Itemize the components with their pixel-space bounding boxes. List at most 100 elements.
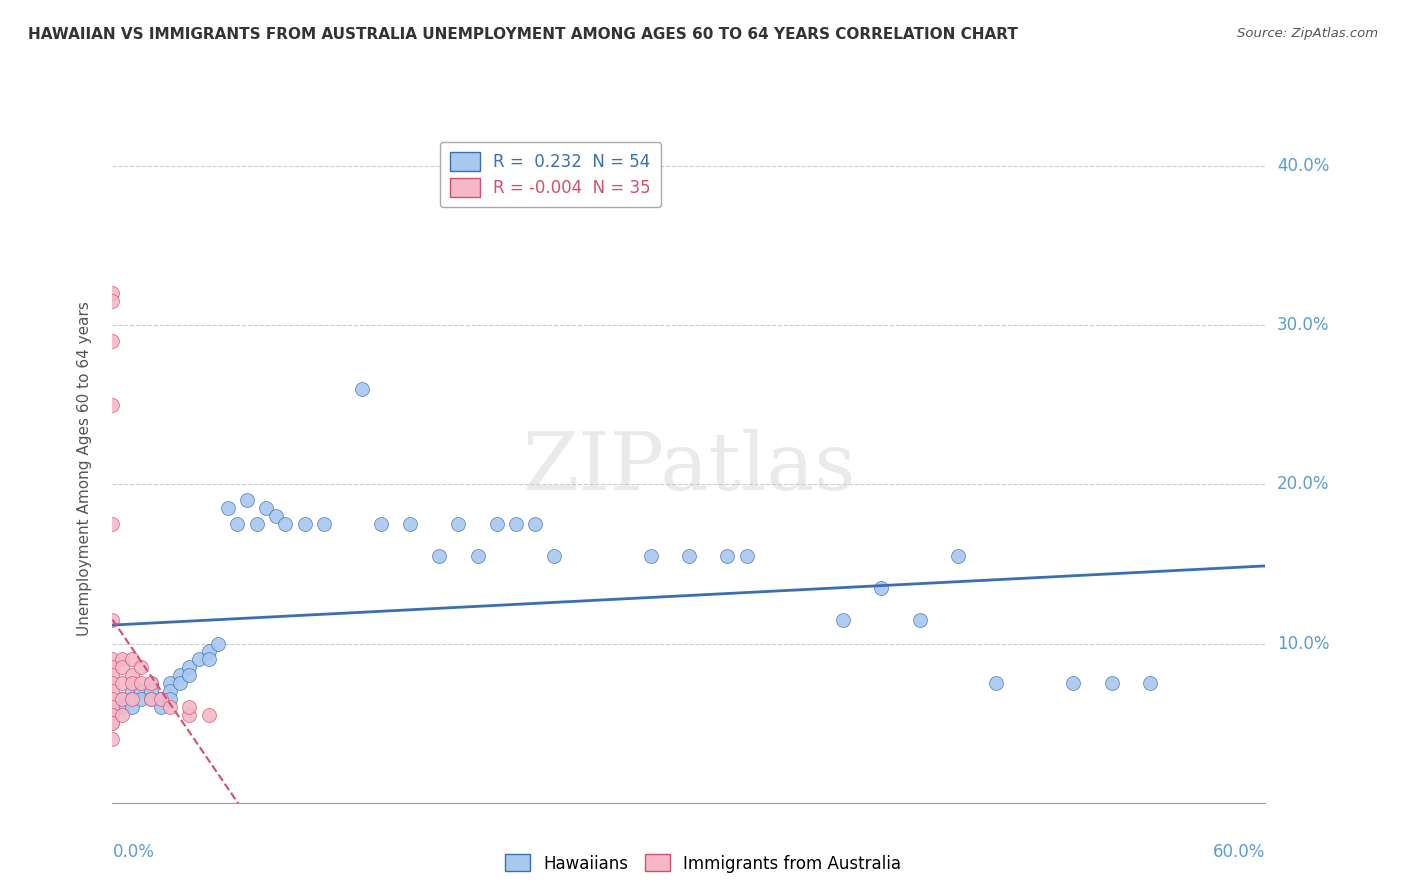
Point — [101, 660, 124, 674]
Legend: Hawaiians, Immigrants from Australia: Hawaiians, Immigrants from Australia — [498, 847, 908, 880]
Point — [399, 517, 422, 532]
Point — [101, 684, 124, 698]
Point — [159, 684, 181, 698]
Point — [129, 684, 153, 698]
Text: HAWAIIAN VS IMMIGRANTS FROM AUSTRALIA UNEMPLOYMENT AMONG AGES 60 TO 64 YEARS COR: HAWAIIAN VS IMMIGRANTS FROM AUSTRALIA UN… — [28, 27, 1018, 42]
Point — [121, 692, 143, 706]
Point — [831, 613, 853, 627]
Point — [543, 549, 565, 563]
Point — [101, 398, 124, 412]
Point — [179, 700, 201, 714]
Point — [111, 700, 134, 714]
Point — [169, 676, 191, 690]
Point — [101, 716, 124, 731]
Point — [245, 517, 267, 532]
Point — [129, 660, 153, 674]
Point — [101, 652, 124, 666]
Point — [908, 613, 931, 627]
Point — [129, 676, 153, 690]
Point — [1062, 676, 1084, 690]
Point — [447, 517, 470, 532]
Point — [101, 732, 124, 747]
Text: 0.0%: 0.0% — [112, 843, 155, 861]
Point — [524, 517, 547, 532]
Point — [467, 549, 489, 563]
Point — [217, 501, 239, 516]
Point — [197, 644, 219, 658]
Point — [101, 334, 124, 348]
Point — [485, 517, 508, 532]
Point — [946, 549, 969, 563]
Point — [187, 652, 211, 666]
Point — [139, 692, 162, 706]
Text: 60.0%: 60.0% — [1213, 843, 1265, 861]
Point — [274, 517, 297, 532]
Point — [197, 708, 219, 723]
Point — [870, 581, 893, 595]
Point — [121, 692, 143, 706]
Point — [101, 668, 124, 682]
Point — [312, 517, 335, 532]
Point — [149, 692, 172, 706]
Point — [370, 517, 392, 532]
Point — [179, 660, 201, 674]
Point — [101, 708, 124, 723]
Point — [254, 501, 277, 516]
Point — [101, 613, 124, 627]
Point — [121, 700, 143, 714]
Point — [101, 294, 124, 309]
Point — [427, 549, 450, 563]
Point — [716, 549, 738, 563]
Point — [352, 382, 374, 396]
Point — [101, 716, 124, 731]
Point — [1139, 676, 1161, 690]
Point — [264, 509, 287, 524]
Point — [121, 684, 143, 698]
Point — [678, 549, 700, 563]
Point — [111, 652, 134, 666]
Point — [159, 676, 181, 690]
Text: 20.0%: 20.0% — [1277, 475, 1330, 493]
Point — [121, 652, 143, 666]
Point — [236, 493, 259, 508]
Point — [101, 286, 124, 301]
Point — [294, 517, 316, 532]
Point — [121, 676, 143, 690]
Point — [111, 676, 134, 690]
Point — [207, 636, 229, 650]
Point — [111, 692, 134, 706]
Point — [505, 517, 527, 532]
Point — [101, 700, 124, 714]
Point — [139, 676, 162, 690]
Point — [986, 676, 1008, 690]
Point — [735, 549, 758, 563]
Point — [159, 700, 181, 714]
Point — [139, 676, 162, 690]
Text: 40.0%: 40.0% — [1277, 157, 1329, 175]
Text: Source: ZipAtlas.com: Source: ZipAtlas.com — [1237, 27, 1378, 40]
Point — [169, 668, 191, 682]
Point — [179, 708, 201, 723]
Text: ZIPatlas: ZIPatlas — [522, 429, 856, 508]
Legend: R =  0.232  N = 54, R = -0.004  N = 35: R = 0.232 N = 54, R = -0.004 N = 35 — [440, 142, 661, 207]
Point — [149, 692, 172, 706]
Point — [139, 684, 162, 698]
Point — [179, 668, 201, 682]
Point — [1101, 676, 1123, 690]
Point — [129, 692, 153, 706]
Point — [121, 668, 143, 682]
Point — [101, 517, 124, 532]
Text: 30.0%: 30.0% — [1277, 316, 1330, 334]
Point — [159, 692, 181, 706]
Point — [111, 660, 134, 674]
Point — [149, 700, 172, 714]
Point — [111, 708, 134, 723]
Point — [111, 692, 134, 706]
Point — [139, 692, 162, 706]
Point — [101, 692, 124, 706]
Point — [197, 652, 219, 666]
Point — [640, 549, 662, 563]
Point — [101, 676, 124, 690]
Text: 10.0%: 10.0% — [1277, 634, 1330, 653]
Point — [226, 517, 249, 532]
